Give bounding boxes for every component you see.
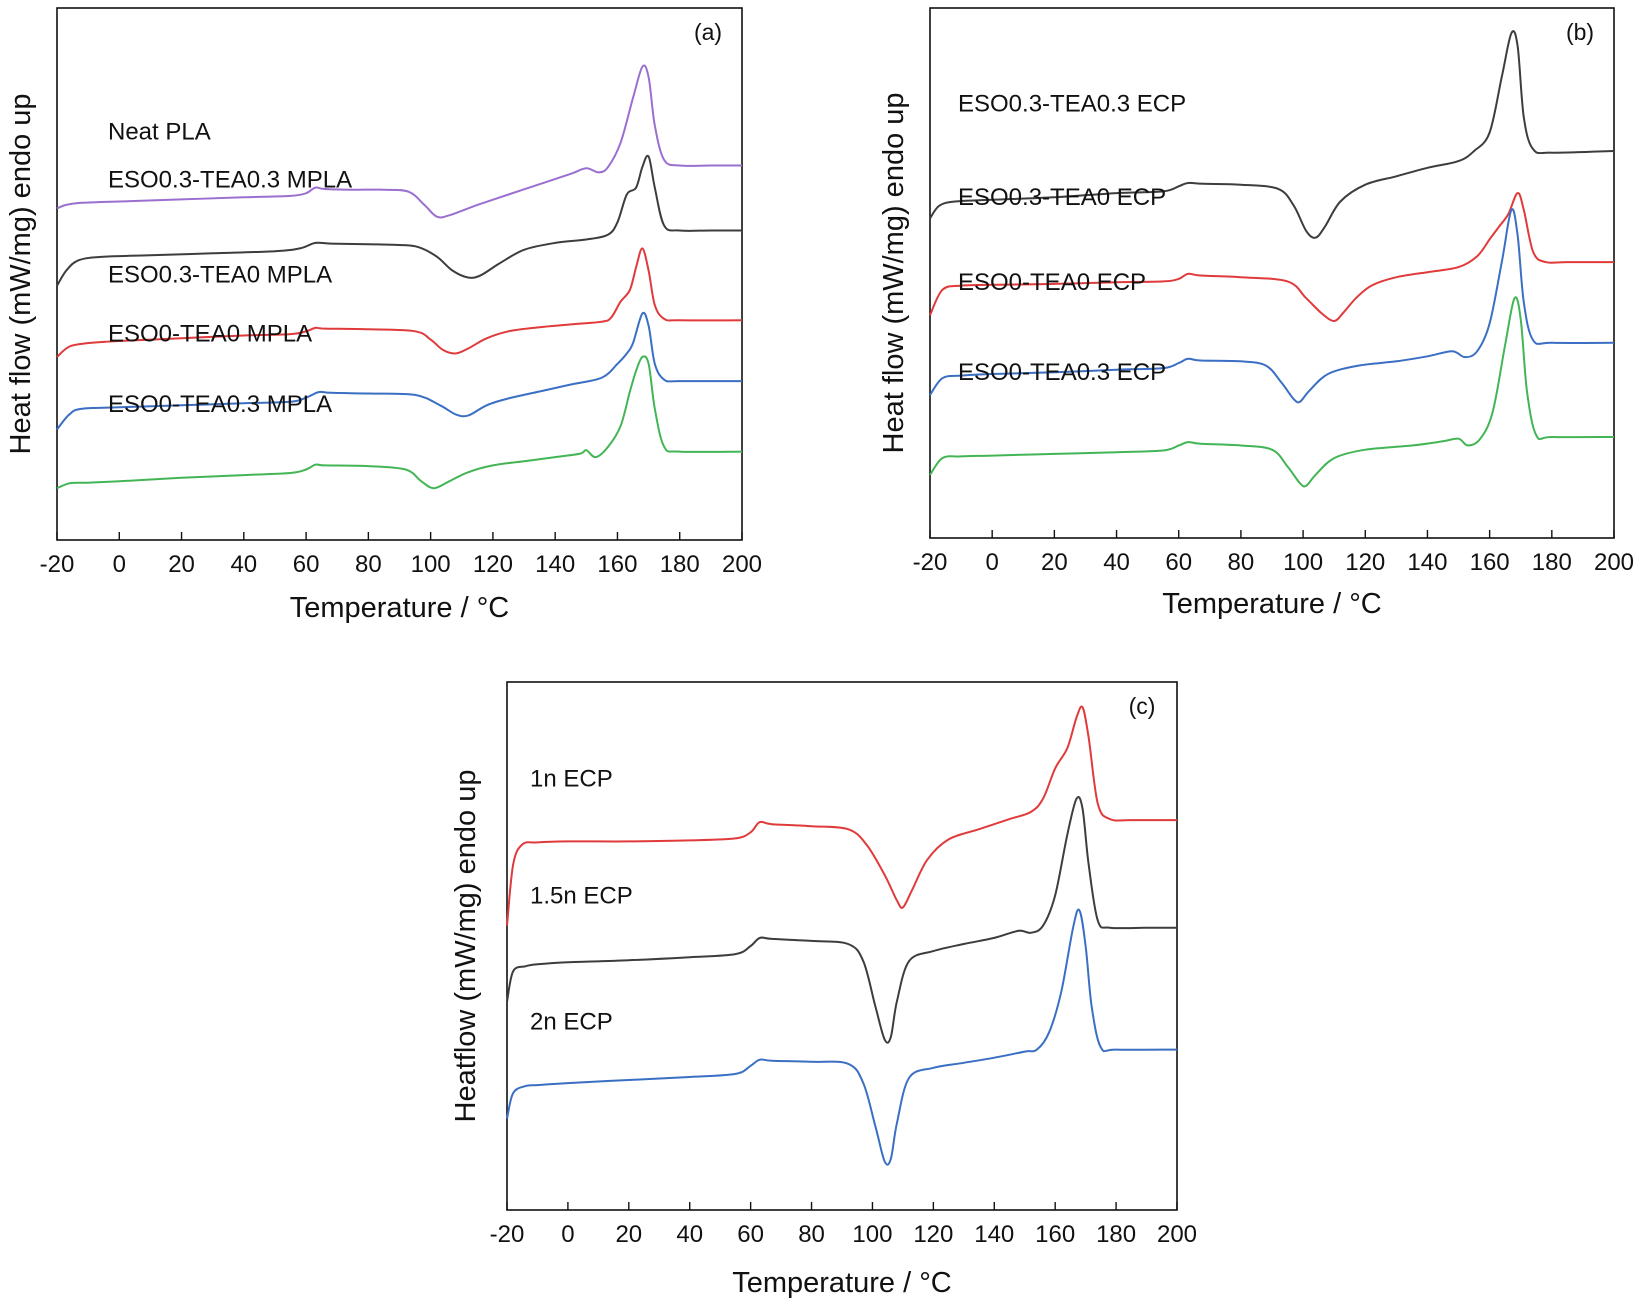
series-line	[929, 296, 1615, 488]
x-tick-label: 140	[974, 1221, 1014, 1248]
x-tick-label: 160	[1470, 549, 1510, 576]
x-tick-label: 100	[852, 1221, 892, 1248]
x-tick-label: 120	[473, 551, 513, 578]
x-tick-label: 200	[1157, 1221, 1197, 1248]
x-tick-label: 60	[737, 1221, 764, 1248]
x-tick-label: -20	[913, 549, 948, 576]
x-tick-label: 0	[561, 1221, 574, 1248]
panel-b: -20 0 20 40 60 80 100 120 140 160 180 200 Temperatur…	[878, 7, 1634, 620]
x-tick-label: 80	[1228, 549, 1255, 576]
x-tick-label: 0	[113, 551, 126, 578]
x-tick-label: 40	[230, 551, 257, 578]
series-label: ESO0.3-TEA0 ECP	[958, 184, 1166, 211]
series-line	[506, 796, 1177, 1044]
series-label: 1n ECP	[530, 766, 613, 793]
y-axis-title: Heat flow (mW/mg) endo up	[878, 92, 910, 453]
series-line	[56, 355, 743, 490]
series-label: ESO0.3-TEA0 MPLA	[108, 261, 332, 288]
series-label: Neat PLA	[108, 118, 211, 145]
x-tick-label: 120	[1345, 549, 1385, 576]
x-tick-label: 0	[986, 549, 999, 576]
series-label: ESO0-TEA0 MPLA	[108, 321, 312, 348]
series-line	[929, 208, 1615, 404]
x-tick-label: 100	[1283, 549, 1323, 576]
x-tick-label: 80	[798, 1221, 825, 1248]
panel-label: (b)	[1566, 19, 1594, 45]
x-tick-label: 20	[615, 1221, 642, 1248]
x-tick-label: 160	[597, 551, 637, 578]
x-tick-label: 20	[168, 551, 195, 578]
x-tick-label: -20	[40, 551, 75, 578]
panel-label: (a)	[694, 19, 722, 45]
x-tick-label: 140	[535, 551, 575, 578]
x-tick-label: 200	[1594, 549, 1634, 576]
y-axis-title: Heatflow (mW/mg) endo up	[450, 770, 482, 1123]
series-label: ESO0-TEA0.3 ECP	[958, 359, 1166, 386]
y-axis-title: Heat flow (mW/mg) endo up	[5, 93, 37, 454]
series-label: ESO0-TEA0 ECP	[958, 269, 1146, 296]
x-tick-label: 40	[676, 1221, 703, 1248]
x-axis-title: Temperature / °C	[290, 592, 510, 624]
x-tick-label: -20	[490, 1221, 525, 1248]
panel-a: -20 0 20 40 60 80 100 120 140 160 180 200 Temperatur…	[5, 7, 762, 624]
series-line	[506, 705, 1178, 926]
series-label: 1.5n ECP	[530, 882, 633, 909]
panel-c: -20 0 20 40 60 80 100 120 140 160 180 200 Temperatur…	[450, 681, 1197, 1299]
x-axis-title: Temperature / °C	[732, 1267, 952, 1299]
x-tick-label: 180	[1532, 549, 1572, 576]
x-tick-label: 180	[660, 551, 700, 578]
x-tick-label: 200	[722, 551, 762, 578]
series-line	[56, 64, 742, 219]
series-label: ESO0.3-TEA0.3 MPLA	[108, 167, 352, 194]
plot-frame	[56, 7, 743, 541]
series-line	[506, 908, 1178, 1166]
series-label: ESO0-TEA0.3 MPLA	[108, 391, 332, 418]
panel-label: (c)	[1129, 693, 1156, 719]
x-axis-title: Temperature / °C	[1162, 588, 1382, 620]
series-label: 2n ECP	[530, 1008, 613, 1035]
x-tick-label: 100	[411, 551, 451, 578]
series-line	[56, 154, 742, 287]
x-tick-label: 40	[1103, 549, 1130, 576]
plot-frame	[506, 681, 1178, 1211]
x-tick-label: 60	[1165, 549, 1192, 576]
x-tick-label: 60	[293, 551, 320, 578]
x-tick-label: 120	[913, 1221, 953, 1248]
x-tick-label: 160	[1035, 1221, 1075, 1248]
x-tick-label: 180	[1096, 1221, 1136, 1248]
series-line	[56, 311, 743, 431]
series-line	[56, 247, 743, 358]
x-tick-label: 20	[1041, 549, 1068, 576]
x-tick-label: 140	[1407, 549, 1447, 576]
series-line	[929, 192, 1614, 322]
x-tick-label: 80	[355, 551, 382, 578]
series-line	[929, 30, 1615, 239]
series-label: ESO0.3-TEA0.3 ECP	[958, 90, 1186, 117]
plot-frame	[929, 7, 1615, 539]
